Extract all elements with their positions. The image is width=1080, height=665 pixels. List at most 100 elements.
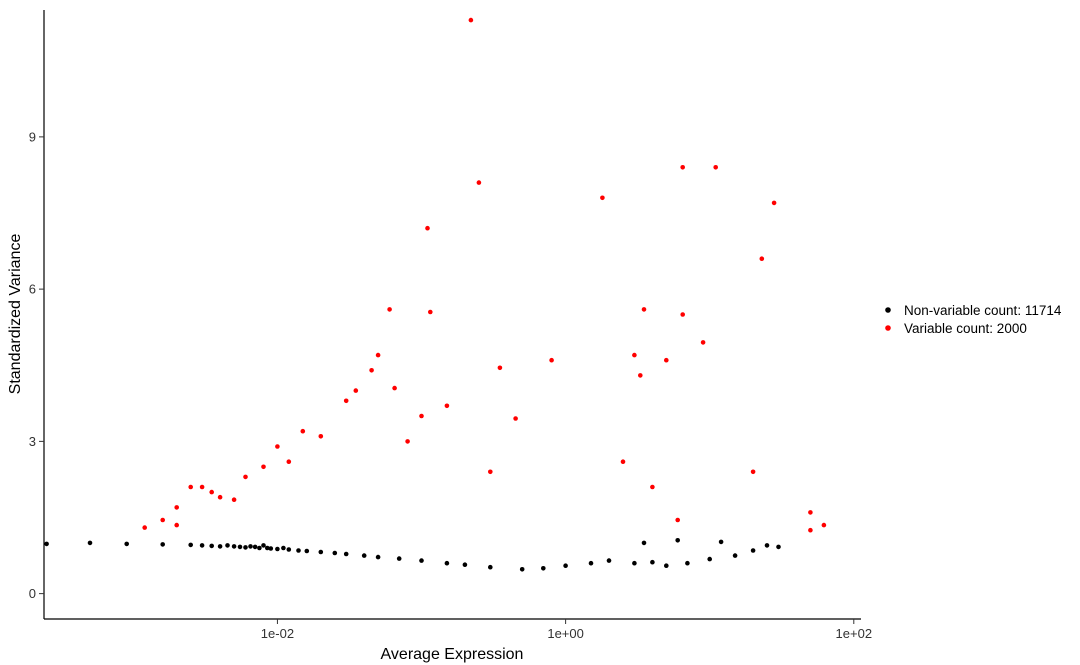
x-tick-label: 1e-02 (261, 626, 294, 641)
data-point (261, 543, 266, 548)
data-point (304, 548, 310, 554)
data-point (444, 403, 450, 409)
y-tick-label: 3 (29, 434, 36, 449)
legend-label: Variable count: 2000 (904, 321, 1027, 336)
data-point (620, 459, 626, 465)
data-point (248, 544, 253, 549)
data-point (808, 527, 813, 533)
data-point (231, 497, 237, 503)
y-axis-title: Standardized Variance (7, 234, 24, 395)
data-point (700, 340, 706, 345)
data-point (606, 558, 612, 563)
data-point (243, 545, 248, 550)
legend-label: Non-variable count: 11714 (904, 303, 1062, 318)
data-point (549, 357, 554, 363)
data-point (750, 548, 756, 553)
data-point (641, 540, 647, 546)
data-point (600, 195, 605, 201)
data-point (764, 543, 770, 548)
data-point (160, 517, 165, 523)
x-ticks: 1e-02 1e+00 1e+02 (261, 619, 872, 641)
data-point (713, 165, 718, 170)
data-point (513, 416, 518, 421)
data-point (343, 398, 349, 404)
y-ticks: 0 3 6 9 (29, 129, 44, 601)
data-point (776, 544, 781, 550)
data-point (519, 567, 525, 572)
data-point (588, 560, 594, 566)
data-point (632, 560, 637, 566)
data-point (261, 464, 266, 470)
data-point (188, 542, 193, 548)
data-point (199, 484, 205, 490)
data-point (444, 560, 450, 566)
data-point (428, 309, 433, 315)
data-point (160, 542, 165, 547)
data-point (174, 505, 179, 510)
legend-key (885, 307, 891, 313)
data-point (296, 548, 301, 553)
data-point (257, 545, 262, 551)
data-point (353, 388, 359, 393)
data-point (375, 554, 381, 560)
data-point (369, 368, 374, 373)
data-point (462, 562, 468, 567)
data-point (680, 312, 685, 317)
data-point (243, 474, 248, 480)
data-point (231, 544, 237, 549)
data-point (641, 307, 647, 312)
data-point (650, 559, 655, 565)
data-point (275, 546, 280, 552)
data-point (87, 540, 93, 546)
data-point (405, 439, 410, 444)
data-point (217, 494, 223, 500)
data-point (732, 553, 738, 558)
data-point (286, 547, 292, 552)
data-point (497, 365, 503, 371)
data-point (664, 563, 669, 568)
data-point (44, 541, 49, 547)
data-point (142, 525, 147, 530)
data-point (275, 444, 280, 449)
data-point (675, 538, 680, 543)
data-point (361, 553, 367, 558)
x-tick-label: 1e+02 (836, 626, 873, 641)
data-point (225, 543, 230, 548)
data-point (124, 541, 129, 547)
data-point (808, 510, 813, 515)
data-point (419, 413, 424, 419)
data-point (664, 357, 669, 363)
data-point (286, 459, 292, 465)
y-tick-label: 9 (29, 129, 36, 144)
data-point (680, 165, 685, 170)
data-point (632, 352, 637, 358)
data-point (488, 469, 493, 475)
data-point (392, 385, 397, 391)
data-point (281, 545, 286, 551)
data-point (488, 564, 493, 570)
data-point (718, 539, 724, 545)
data-point (209, 543, 214, 549)
data-point (387, 307, 392, 312)
data-point (821, 522, 827, 528)
legend: Non-variable count: 11714 Variable count:… (885, 303, 1062, 336)
data-point (476, 180, 482, 185)
data-point (685, 560, 690, 566)
data-point (252, 544, 258, 550)
data-point (209, 489, 214, 495)
data-point (188, 484, 193, 490)
data-point (199, 543, 205, 548)
data-point (675, 517, 680, 523)
data-point (300, 428, 306, 434)
data-point (650, 484, 655, 490)
data-point (217, 544, 223, 549)
data-point (268, 546, 274, 551)
data-point (425, 225, 430, 231)
data-point (750, 469, 756, 475)
data-point (468, 17, 474, 23)
legend-key (885, 325, 891, 331)
data-point (638, 373, 643, 378)
data-point (265, 545, 270, 551)
